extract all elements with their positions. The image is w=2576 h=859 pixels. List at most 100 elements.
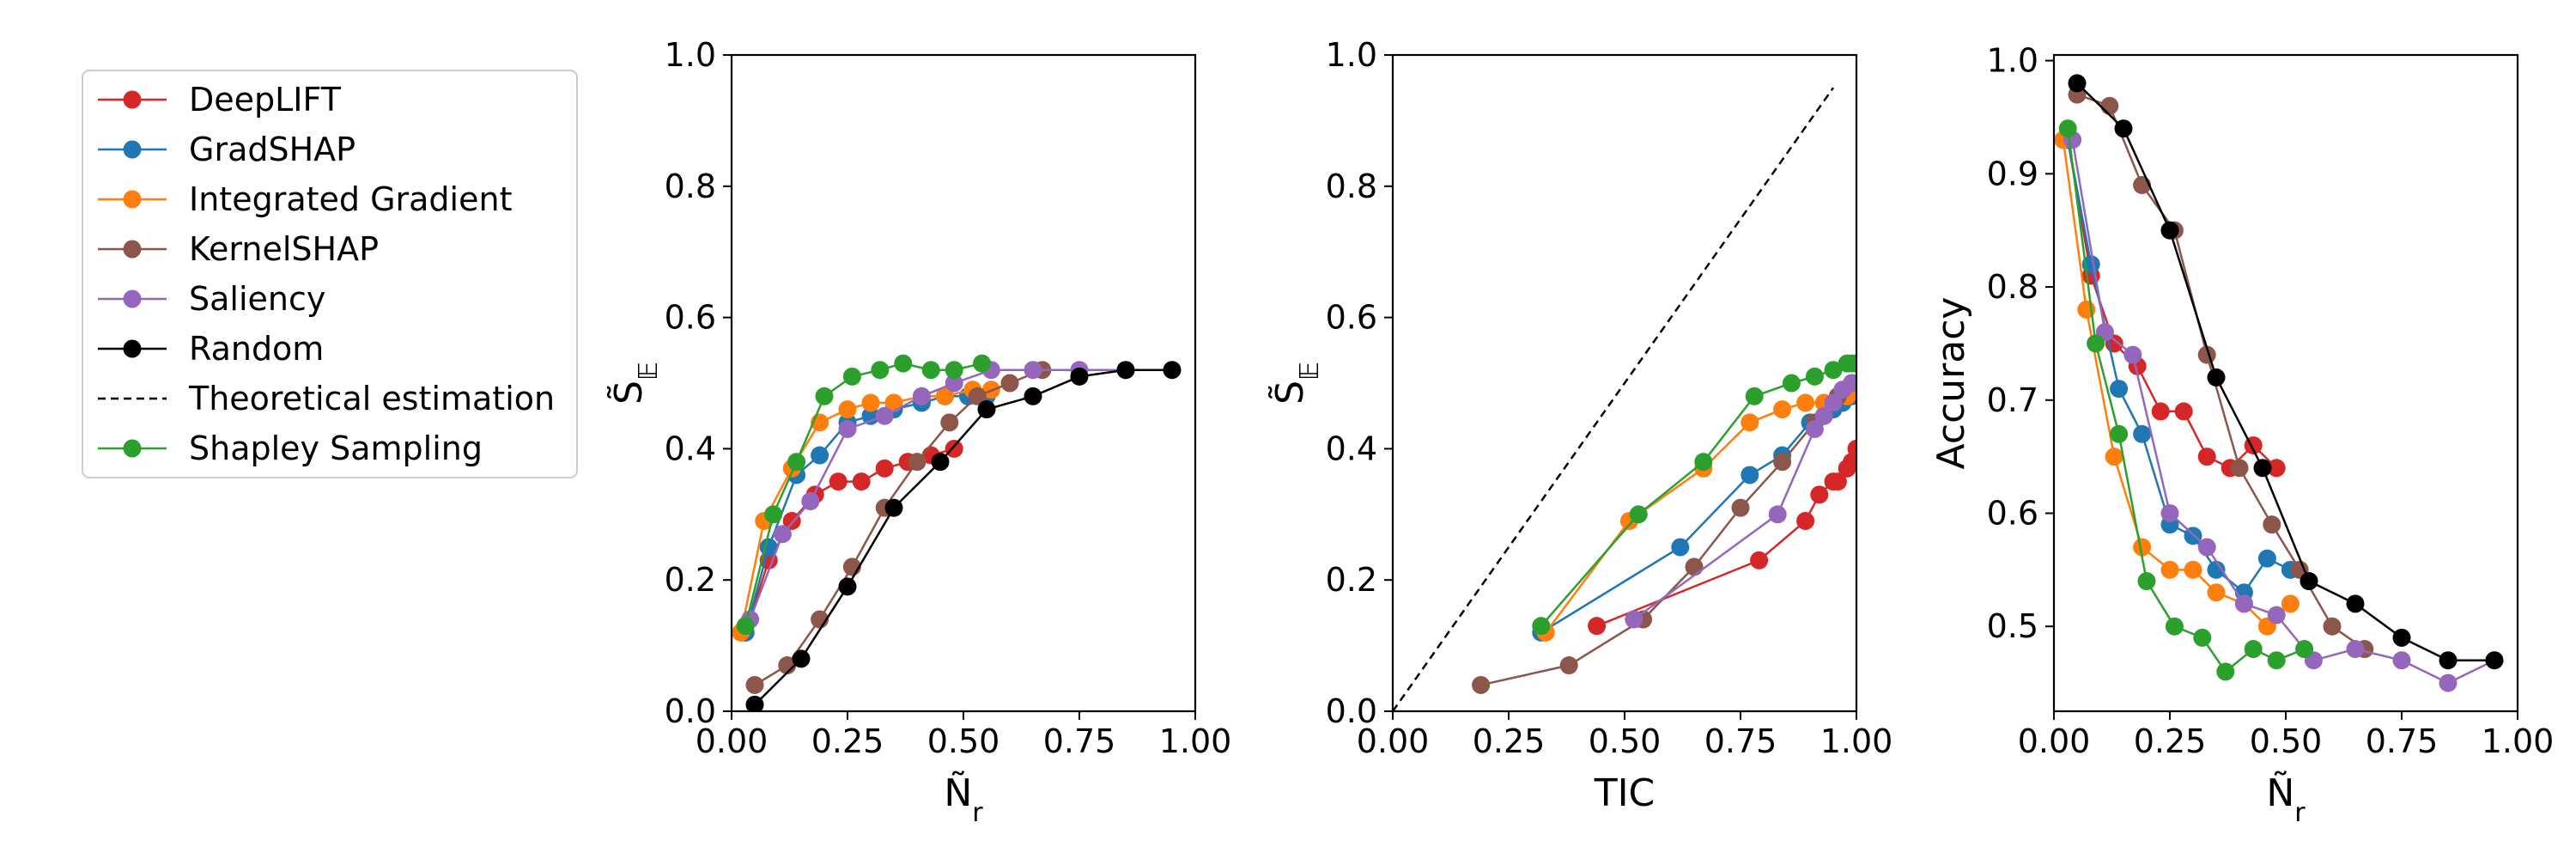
series-line-shapley-sampling: [744, 362, 982, 626]
point-kernelshap: [1685, 557, 1704, 576]
panel-right: 0.00 0.25 0.50 0.75 1.00 0.5 0.6 0.7 0.8 0.9 1.0 Ñr…: [1929, 42, 2554, 828]
x-axis-label: Ñr: [2266, 771, 2306, 828]
legend-label: Saliency: [189, 280, 325, 318]
point-deeplift: [1828, 472, 1847, 491]
point-random: [884, 498, 903, 517]
point-kernelshap: [940, 413, 959, 432]
point-gradshap: [1741, 466, 1759, 484]
point-shapley-sampling: [842, 367, 861, 386]
point-deeplift: [2267, 459, 2286, 478]
y-tick-label: 0.0: [665, 692, 716, 730]
series-line-deeplift: [1596, 448, 1856, 627]
point-random: [2160, 221, 2179, 240]
point-saliency: [2234, 594, 2253, 613]
point-shapley-sampling: [2058, 119, 2077, 138]
point-saliency: [2197, 538, 2216, 557]
legend-label: Theoretical estimation: [188, 380, 555, 417]
y-tick-label: 0.6: [665, 299, 716, 337]
series-line-shapley-sampling: [2066, 128, 2306, 673]
point-random: [2439, 651, 2458, 670]
point-shapley-sampling: [1629, 505, 1648, 524]
point-saliency: [1768, 505, 1787, 524]
point-kernelshap: [968, 387, 987, 405]
point-random: [2300, 572, 2318, 591]
point-deeplift: [1810, 485, 1829, 504]
point-random: [2068, 74, 2087, 93]
point-gradshap: [811, 446, 829, 465]
point-integrated-gradient: [2207, 583, 2226, 602]
x-axis-label: Ñr: [944, 771, 983, 828]
point-deeplift: [2197, 448, 2216, 466]
x-tick-label: 0.25: [1473, 722, 1546, 760]
x-tick-label: 1.00: [1159, 722, 1232, 760]
x-tick-label: 0.00: [1357, 722, 1430, 760]
point-random: [2207, 368, 2226, 387]
point-shapley-sampling: [2216, 662, 2235, 681]
y-tick-label: 1.0: [665, 36, 716, 74]
point-shapley-sampling: [2244, 640, 2263, 659]
point-saliency: [875, 406, 894, 425]
point-deeplift: [1843, 453, 1856, 472]
point-shapley-sampling: [1805, 367, 1824, 386]
point-deeplift: [2151, 402, 2170, 421]
point-deeplift: [945, 439, 963, 458]
y-tick-label: 1.0: [1326, 36, 1377, 74]
point-shapley-sampling: [973, 354, 992, 373]
point-shapley-sampling: [2193, 628, 2212, 647]
x-tick-label: 0.75: [2366, 722, 2439, 760]
point-gradshap: [2257, 549, 2276, 568]
series-line-theoretical-estimation: [1393, 87, 1835, 711]
point-shapley-sampling: [1694, 453, 1713, 472]
point-integrated-gradient: [2160, 560, 2179, 579]
y-tick-label: 0.2: [1326, 561, 1377, 599]
point-random: [931, 453, 950, 472]
legend-marker-random: [123, 339, 142, 358]
legend-marker-saliency: [123, 289, 142, 308]
point-kernelshap: [745, 675, 764, 694]
point-kernelshap: [908, 453, 927, 472]
point-deeplift: [1847, 439, 1856, 458]
x-tick-label: 1.00: [1820, 722, 1893, 760]
point-saliency: [773, 525, 792, 544]
y-tick-label: 0.6: [1326, 299, 1377, 337]
y-tick-label: 0.9: [1987, 155, 2038, 192]
plot-area: [1393, 87, 1856, 711]
plot-area: [2054, 74, 2504, 692]
point-saliency: [801, 492, 820, 511]
point-saliency: [1024, 361, 1042, 380]
series-line-random: [754, 369, 1172, 706]
point-integrated-gradient: [2133, 538, 2152, 557]
point-integrated-gradient: [1796, 393, 1815, 412]
point-random: [792, 649, 811, 668]
point-saliency: [1814, 406, 1833, 425]
y-tick-label: 0.7: [1987, 381, 2038, 419]
y-tick-label: 0.8: [1326, 168, 1377, 205]
panel-left: 0.00 0.25 0.50 0.75 1.00 0.0 0.2 0.4 0.6 0.8 1.0 Ñr…: [605, 36, 1231, 828]
point-kernelshap: [2230, 459, 2249, 478]
point-kernelshap: [2323, 617, 2342, 636]
legend-marker-kernelshap: [123, 240, 142, 259]
point-kernelshap: [778, 656, 797, 675]
point-shapley-sampling: [764, 505, 783, 524]
y-tick-label: 1.0: [1987, 42, 2038, 80]
point-shapley-sampling: [736, 617, 755, 636]
point-integrated-gradient: [935, 387, 954, 405]
legend-marker-gradshap: [123, 140, 142, 159]
y-tick-label: 0.8: [665, 168, 716, 205]
point-shapley-sampling: [1745, 387, 1764, 405]
point-saliency: [912, 387, 931, 405]
point-saliency: [2123, 345, 2142, 364]
x-tick-label: 0.50: [927, 722, 1000, 760]
legend-marker-shapley-sampling: [123, 439, 142, 458]
point-gradshap: [1671, 538, 1690, 557]
series-line-kernelshap: [754, 369, 1043, 686]
point-shapley-sampling: [945, 361, 963, 380]
point-saliency: [1625, 610, 1643, 629]
x-tick-label: 0.75: [1704, 722, 1777, 760]
point-kernelshap: [1731, 498, 1750, 517]
point-saliency: [1824, 393, 1843, 412]
y-axis-label: S̃𝔼: [605, 362, 664, 405]
point-shapley-sampling: [1824, 361, 1843, 380]
point-deeplift: [1796, 511, 1815, 530]
point-random: [1163, 361, 1182, 380]
